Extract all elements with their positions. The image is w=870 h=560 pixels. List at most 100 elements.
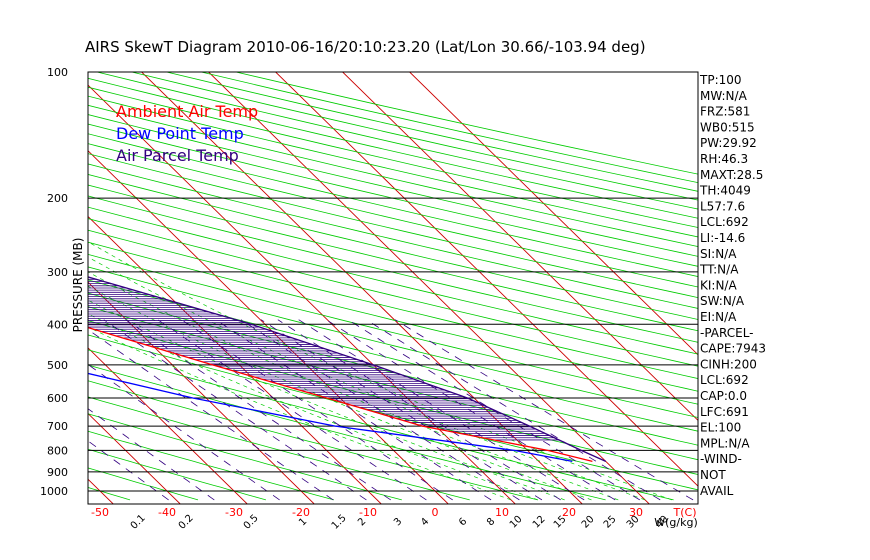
bottom-temp-tick-label: -40 xyxy=(158,506,176,519)
mixing-ratio-tick-label: 0.5 xyxy=(242,513,261,532)
index-label: SW:N/A xyxy=(700,294,745,308)
bottom-temp-tick-label: 20 xyxy=(562,506,576,519)
dry-adiabat-line xyxy=(88,123,698,267)
index-label: LCL:692 xyxy=(700,215,749,229)
dry-adiabat-line xyxy=(88,467,199,501)
mixing-ratio-tick-label: 0.2 xyxy=(177,513,196,532)
dry-adiabat-line xyxy=(88,184,698,332)
mixing-ratio-line xyxy=(88,363,280,501)
dry-adiabat-line xyxy=(88,253,698,405)
x-axis-label: T(C) xyxy=(673,506,697,519)
bottom-temp-tick-label: 10 xyxy=(495,506,509,519)
mixing-ratio-line xyxy=(260,319,543,501)
isotherm-line xyxy=(409,72,698,356)
legend-ambient-air-temp: Ambient Air Temp xyxy=(116,102,258,121)
dry-adiabat-line xyxy=(88,396,470,501)
index-label: RH:46.3 xyxy=(700,152,748,166)
isotherm-line xyxy=(208,72,650,504)
index-label: SI:N/A xyxy=(700,247,737,261)
dry-adiabat-line xyxy=(88,195,698,343)
mixing-ratio-tick-label: 3 xyxy=(392,516,404,528)
index-label: CAPE:7943 xyxy=(700,342,766,356)
isotherm-line xyxy=(0,72,46,504)
dry-adiabat-line xyxy=(88,206,698,355)
mixing-ratio-line xyxy=(240,319,520,501)
dry-adiabat-line xyxy=(88,153,698,299)
dry-adiabat-line xyxy=(88,306,698,461)
pressure-tick-label: 200 xyxy=(47,192,68,205)
index-label: EL:100 xyxy=(700,421,741,435)
pressure-tick-label: 600 xyxy=(47,392,68,405)
parcel-temp-line xyxy=(88,276,607,462)
mixing-ratio-tick-label: 1.5 xyxy=(330,513,349,532)
bottom-temp-tick-label: 30 xyxy=(629,506,643,519)
index-label: NOT xyxy=(700,468,726,482)
dry-adiabat-line xyxy=(88,334,698,491)
index-label: -PARCEL- xyxy=(700,326,754,340)
index-label: L57:7.6 xyxy=(700,199,745,213)
mixing-ratio-tick-label: 20 xyxy=(580,514,597,531)
index-label: KI:N/A xyxy=(700,278,737,292)
dry-adiabat-line xyxy=(88,266,698,418)
index-label: LCL:692 xyxy=(700,373,749,387)
dry-adiabat-line xyxy=(88,320,698,475)
bottom-temp-tick-label: -20 xyxy=(292,506,310,519)
dry-adiabat-line xyxy=(88,218,698,367)
dry-adiabat-line xyxy=(88,143,698,288)
dry-adiabat-line xyxy=(88,279,698,432)
mixing-ratio-tick-label: 12 xyxy=(531,514,548,531)
index-label: EI:N/A xyxy=(700,310,737,324)
mixing-ratio-axis-label: W(g/kg) xyxy=(654,516,698,529)
dry-adiabat-line xyxy=(88,104,698,248)
dry-adiabat-line xyxy=(88,349,674,501)
chart-title: AIRS SkewT Diagram 2010-06-16/20:10:23.2… xyxy=(85,38,646,56)
mixing-ratio-line xyxy=(103,319,367,501)
pressure-tick-label: 800 xyxy=(47,444,68,457)
index-label: LFC:691 xyxy=(700,405,749,419)
index-label: PW:29.92 xyxy=(700,136,757,150)
index-label: MPL:N/A xyxy=(700,436,750,450)
legend-dew-point-temp: Dew Point Temp xyxy=(116,124,244,143)
pressure-tick-label: 700 xyxy=(47,420,68,433)
isotherm-line xyxy=(342,72,698,422)
mixing-ratio-line xyxy=(88,440,169,501)
bottom-temp-tick-label: 0 xyxy=(432,506,439,519)
index-label: CAP:0.0 xyxy=(700,389,747,403)
isotherm-line xyxy=(88,347,248,504)
index-label: TP:100 xyxy=(699,73,742,87)
pressure-tick-label: 400 xyxy=(47,318,68,331)
pressure-tick-label: 1000 xyxy=(40,485,68,498)
isotherm-line xyxy=(88,412,181,504)
dry-adiabat-line xyxy=(88,173,698,320)
dry-adiabat-line xyxy=(88,364,606,501)
dewpoint-temp-line xyxy=(88,372,573,463)
dry-adiabat-line xyxy=(88,163,698,309)
index-label: TH:4049 xyxy=(699,184,751,198)
index-label: CINH:200 xyxy=(700,357,757,371)
legend-air-parcel-temp: Air Parcel Temp xyxy=(116,146,239,165)
dry-adiabat-line xyxy=(88,380,538,501)
pressure-tick-label: 100 xyxy=(47,66,68,79)
pressure-tick-label: 500 xyxy=(47,359,68,372)
index-label: AVAIL xyxy=(700,484,734,498)
index-label: -WIND- xyxy=(700,452,742,466)
index-label: FRZ:581 xyxy=(700,105,750,119)
mixing-ratio-tick-label: 10 xyxy=(508,514,525,531)
bottom-temp-tick-label: -30 xyxy=(225,506,243,519)
ambient-temp-line xyxy=(88,326,593,463)
isotherm-line xyxy=(88,215,382,504)
isotherm-line xyxy=(88,84,516,504)
y-axis-label: PRESSURE (MB) xyxy=(71,238,85,333)
mixing-ratio-line xyxy=(277,319,561,501)
index-label: LI:-14.6 xyxy=(700,231,745,245)
mixing-ratio-line xyxy=(88,329,334,501)
pressure-tick-label: 300 xyxy=(47,266,68,279)
bottom-temp-tick-label: -10 xyxy=(359,506,377,519)
dry-adiabat-line xyxy=(88,448,267,501)
dry-adiabat-line xyxy=(88,114,698,257)
dry-adiabat-line xyxy=(88,133,698,278)
index-label: MAXT:28.5 xyxy=(700,168,763,182)
mixing-ratio-tick-label: 6 xyxy=(457,516,469,528)
